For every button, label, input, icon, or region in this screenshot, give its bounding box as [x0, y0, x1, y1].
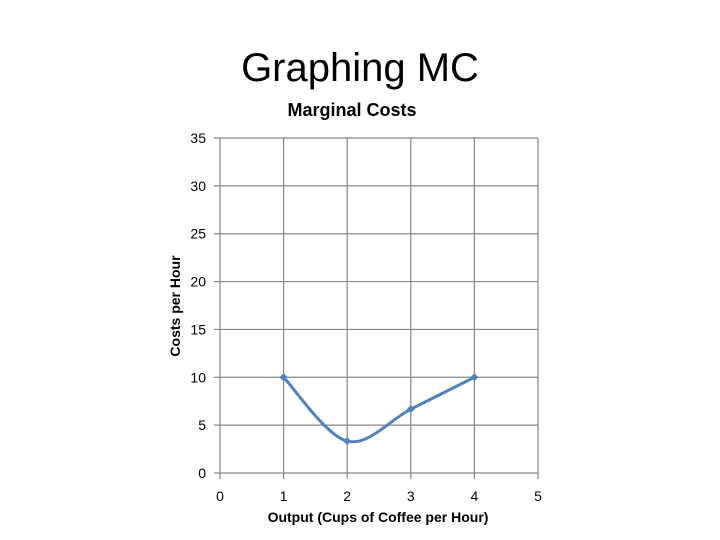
y-axis-label: Costs per Hour [167, 255, 183, 357]
x-axis-label: Output (Cups of Coffee per Hour) [268, 509, 489, 525]
axes [214, 137, 539, 479]
grid [220, 137, 539, 473]
data-point-marker [279, 373, 288, 382]
x-tick-label: 5 [534, 488, 542, 504]
chart-title: Marginal Costs [287, 100, 416, 120]
y-tick-label: 15 [190, 321, 206, 337]
y-tick-label: 10 [190, 369, 206, 385]
y-tick-label: 25 [190, 226, 206, 242]
x-tick-label: 1 [280, 488, 288, 504]
y-tick-labels: 0 5 10 15 20 25 30 35 [190, 130, 206, 481]
y-tick-label: 0 [198, 465, 206, 481]
slide-title: Graphing MC [241, 46, 479, 90]
series-group [279, 373, 479, 446]
mc-series-line [282, 375, 476, 444]
data-point-marker [470, 373, 479, 382]
y-tick-label: 35 [190, 130, 206, 146]
data-point-marker [406, 405, 415, 414]
data-point-marker [343, 437, 352, 446]
x-tick-label: 4 [471, 488, 479, 504]
x-tick-label: 2 [343, 488, 351, 504]
y-tick-label: 20 [190, 274, 206, 290]
y-tick-label: 30 [190, 178, 206, 194]
y-tick-label: 5 [198, 417, 206, 433]
x-tick-labels: 0 1 2 3 4 5 [216, 488, 542, 504]
x-tick-label: 0 [216, 488, 224, 504]
x-tick-label: 3 [407, 488, 415, 504]
